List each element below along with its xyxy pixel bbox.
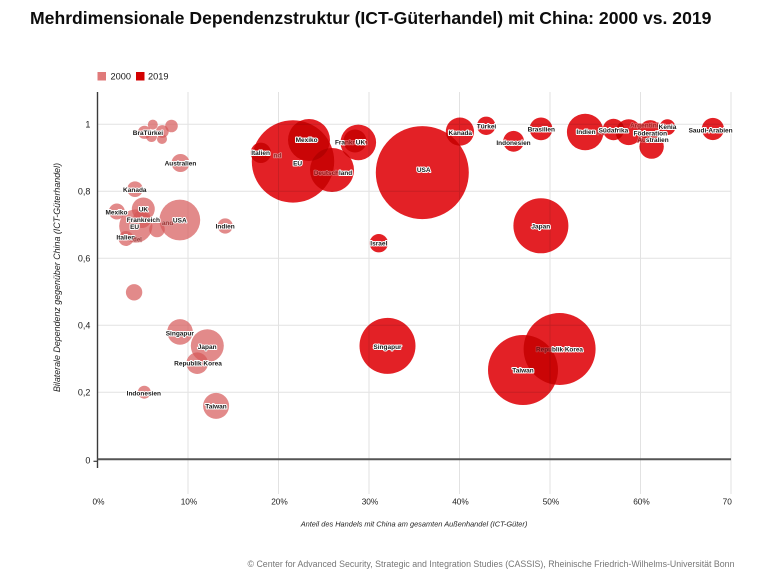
svg-text:Australien: Australien bbox=[637, 137, 668, 144]
svg-text:Mexiko: Mexiko bbox=[105, 210, 127, 217]
svg-text:Südafrika: Südafrika bbox=[599, 127, 629, 134]
svg-text:0: 0 bbox=[85, 456, 90, 466]
svg-text:10%: 10% bbox=[181, 497, 198, 507]
svg-text:Indien: Indien bbox=[216, 224, 235, 231]
svg-text:Indonesien: Indonesien bbox=[496, 140, 530, 147]
svg-text:Argentinien: Argentinien bbox=[630, 123, 666, 130]
svg-text:nd: nd bbox=[274, 153, 282, 160]
svg-text:USA: USA bbox=[417, 167, 431, 174]
svg-text:Indonesien: Indonesien bbox=[127, 391, 161, 398]
svg-text:2000: 2000 bbox=[111, 72, 131, 82]
svg-text:Türkei: Türkei bbox=[144, 130, 164, 137]
svg-text:Singapur: Singapur bbox=[373, 344, 402, 351]
svg-text:and: and bbox=[162, 220, 174, 227]
svg-text:1: 1 bbox=[85, 120, 90, 130]
svg-text:Taiwan: Taiwan bbox=[512, 368, 534, 375]
svg-text:Australien: Australien bbox=[165, 161, 197, 168]
svg-text:EU: EU bbox=[130, 224, 139, 231]
svg-text:Kanada: Kanada bbox=[449, 130, 473, 137]
svg-text:0%: 0% bbox=[93, 497, 106, 507]
svg-text:0,4: 0,4 bbox=[78, 321, 91, 331]
svg-text:Türkei: Türkei bbox=[477, 124, 497, 131]
svg-text:40%: 40% bbox=[452, 497, 469, 507]
svg-text:0,2: 0,2 bbox=[78, 388, 91, 398]
svg-text:Italien: Italien bbox=[116, 234, 135, 241]
svg-text:70: 70 bbox=[723, 497, 733, 507]
svg-text:Italien: Italien bbox=[251, 150, 270, 157]
svg-text:Japan: Japan bbox=[531, 223, 550, 230]
svg-text:EU: EU bbox=[293, 160, 302, 167]
svg-text:Singapur: Singapur bbox=[166, 331, 195, 338]
svg-text:Japan: Japan bbox=[198, 344, 217, 351]
svg-text:0,8: 0,8 bbox=[78, 187, 91, 197]
svg-text:del: del bbox=[133, 238, 142, 244]
svg-text:Frankreich: Frankreich bbox=[335, 139, 368, 146]
svg-text:Anteil des Handels mit China a: Anteil des Handels mit China am gesamten… bbox=[300, 520, 528, 529]
svg-text:Brasilien: Brasilien bbox=[528, 127, 555, 134]
svg-text:UK: UK bbox=[139, 207, 149, 214]
svg-text:Republik Korea: Republik Korea bbox=[174, 361, 222, 368]
svg-text:Frankreich: Frankreich bbox=[127, 217, 160, 224]
svg-text:Mexiko: Mexiko bbox=[296, 137, 318, 144]
svg-text:0,6: 0,6 bbox=[78, 254, 91, 264]
svg-text:Israel: Israel bbox=[370, 241, 387, 248]
svg-text:Bilaterale Dependenz gegenüber: Bilaterale Dependenz gegenüber China (IC… bbox=[52, 163, 62, 392]
svg-text:UK: UK bbox=[356, 139, 366, 146]
svg-text:Saudi-Arabien: Saudi-Arabien bbox=[689, 127, 733, 134]
svg-text:Taiwan: Taiwan bbox=[205, 403, 227, 410]
svg-text:Brasilien: Brasilien bbox=[133, 130, 160, 137]
svg-text:Kenia: Kenia bbox=[659, 124, 677, 131]
svg-text:50%: 50% bbox=[543, 497, 560, 507]
svg-text:Föderation: Föderation bbox=[634, 131, 668, 138]
svg-text:30%: 30% bbox=[362, 497, 379, 507]
svg-text:60%: 60% bbox=[633, 497, 650, 507]
svg-text:Fö: Fö bbox=[597, 129, 605, 136]
svg-text:20%: 20% bbox=[271, 497, 288, 507]
svg-text:Kanada: Kanada bbox=[123, 187, 147, 194]
svg-text:Indien: Indien bbox=[576, 129, 595, 136]
svg-text:2019: 2019 bbox=[148, 72, 168, 82]
svg-text:USA: USA bbox=[173, 218, 187, 225]
svg-text:Republik Korea: Republik Korea bbox=[536, 347, 583, 354]
svg-text:Deutschland: Deutschland bbox=[314, 170, 352, 177]
